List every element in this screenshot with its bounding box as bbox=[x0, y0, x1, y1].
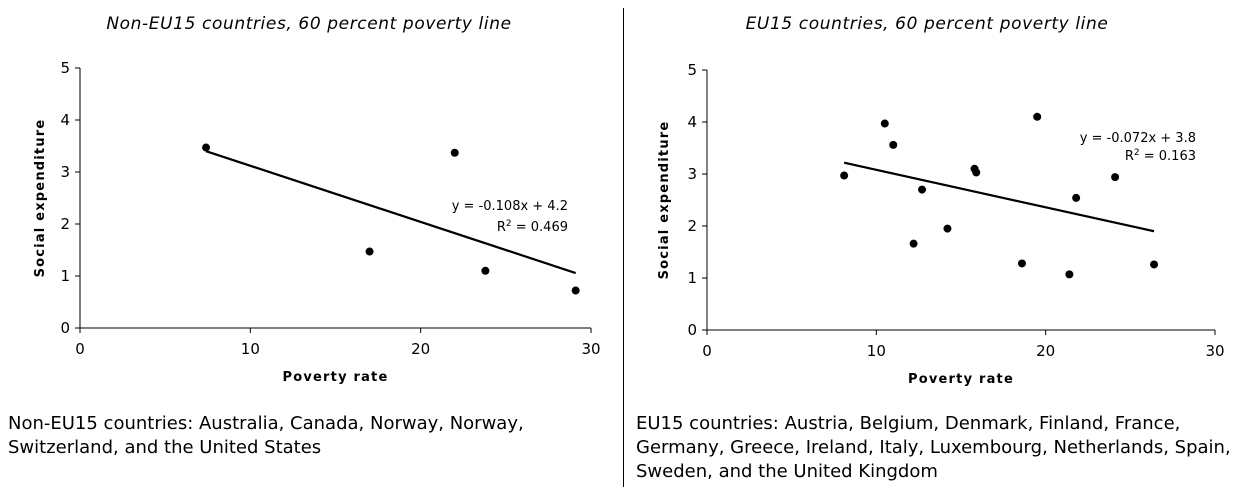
data-point bbox=[889, 140, 898, 149]
x-tick-label: 30 bbox=[1205, 342, 1224, 360]
x-axis-label: Poverty rate bbox=[908, 372, 1014, 387]
x-tick-label: 20 bbox=[411, 340, 430, 358]
y-axis-label: Social expenditure bbox=[657, 121, 672, 280]
country-list-note: EU15 countries: Austria, Belgium, Denmar… bbox=[636, 413, 1231, 482]
y-tick-label: 3 bbox=[687, 165, 697, 183]
y-tick-label: 5 bbox=[60, 59, 70, 77]
data-point bbox=[909, 239, 918, 248]
x-tick-label: 10 bbox=[241, 340, 260, 358]
y-tick-label: 1 bbox=[60, 267, 70, 285]
chart-title: Non-EU15 countries, 60 percent poverty l… bbox=[106, 14, 512, 34]
x-tick-label: 0 bbox=[702, 342, 712, 360]
data-point bbox=[1017, 259, 1026, 268]
x-tick-label: 10 bbox=[867, 342, 886, 360]
y-tick-label: 2 bbox=[60, 215, 70, 233]
x-tick-label: 30 bbox=[581, 340, 600, 358]
data-point bbox=[1033, 112, 1042, 121]
scatter-plot-eu15: 0 1 2 3 4 5 0 10 20 30 Poverty rate Social expendit… bbox=[657, 61, 1225, 387]
trendline-equation: y = -0.108x + 4.2 bbox=[452, 199, 568, 214]
data-point bbox=[202, 143, 211, 152]
data-point bbox=[1150, 260, 1159, 269]
data-point bbox=[840, 171, 849, 180]
trendline bbox=[843, 161, 1155, 233]
data-point bbox=[943, 224, 952, 233]
x-axis-label: Poverty rate bbox=[283, 370, 389, 385]
y-tick-label: 0 bbox=[687, 321, 697, 339]
data-point bbox=[972, 168, 981, 177]
r-squared-label: R2 = 0.163 bbox=[1125, 148, 1196, 164]
data-point bbox=[481, 266, 490, 275]
y-tick-label: 5 bbox=[687, 61, 697, 79]
chart-title: EU15 countries, 60 percent poverty line bbox=[745, 14, 1109, 34]
trendline bbox=[205, 150, 577, 275]
chart-panel-eu15: EU15 countries, 60 percent poverty line … bbox=[618, 0, 1236, 487]
y-tick-label: 4 bbox=[687, 113, 697, 131]
data-point bbox=[365, 247, 374, 256]
y-axis-label: Social expenditure bbox=[33, 119, 48, 278]
x-tick-label: 20 bbox=[1036, 342, 1055, 360]
chart-panel-non-eu15: Non-EU15 countries, 60 percent poverty l… bbox=[8, 14, 601, 458]
data-point bbox=[1065, 270, 1074, 279]
scatter-plot-non-eu15: 0 1 2 3 4 5 0 10 20 30 Poverty rate Social expendit… bbox=[33, 59, 601, 385]
trendline-equation: y = -0.072x + 3.8 bbox=[1080, 131, 1196, 146]
country-list-note: Non-EU15 countries: Australia, Canada, N… bbox=[8, 413, 524, 458]
data-point bbox=[1072, 193, 1081, 202]
panel-divider bbox=[623, 8, 624, 487]
data-point bbox=[918, 185, 927, 194]
data-point bbox=[1111, 173, 1120, 182]
data-point bbox=[571, 286, 580, 295]
r-squared-label: R2 = 0.469 bbox=[497, 219, 568, 235]
y-tick-label: 4 bbox=[60, 111, 70, 129]
x-tick-label: 0 bbox=[75, 340, 85, 358]
data-point bbox=[450, 148, 459, 157]
y-tick-label: 1 bbox=[687, 269, 697, 287]
data-point bbox=[880, 119, 889, 128]
y-tick-label: 2 bbox=[687, 217, 697, 235]
y-tick-label: 0 bbox=[60, 319, 70, 337]
y-tick-label: 3 bbox=[60, 163, 70, 181]
